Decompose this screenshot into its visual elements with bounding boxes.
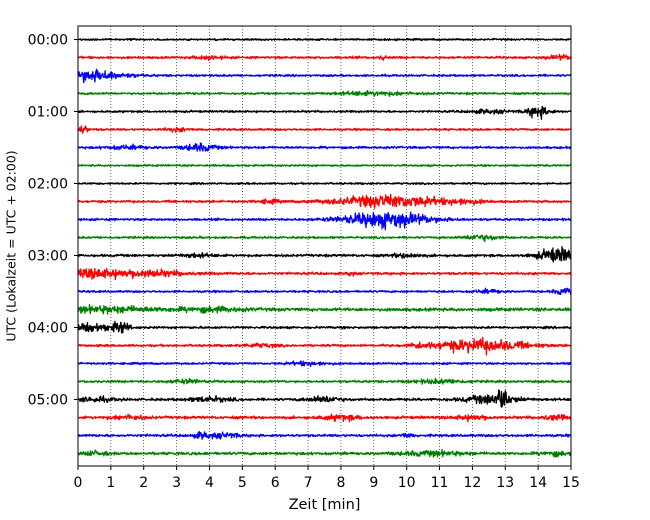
x-tick-label: 13 bbox=[496, 475, 514, 491]
trace-0100 bbox=[77, 105, 572, 121]
x-tick-label: 15 bbox=[562, 475, 580, 491]
trace-0000 bbox=[77, 37, 572, 42]
x-tick-label: 1 bbox=[106, 475, 115, 491]
trace-0215 bbox=[77, 193, 572, 209]
trace-0415 bbox=[77, 336, 572, 356]
y-tick-label: 05:00 bbox=[28, 393, 68, 409]
y-tick-label: 03:00 bbox=[28, 249, 68, 265]
trace-group bbox=[77, 37, 572, 458]
trace-0015 bbox=[77, 53, 572, 62]
trace-0300 bbox=[77, 246, 572, 263]
x-tick-label: 2 bbox=[139, 475, 148, 491]
trace-0245 bbox=[77, 234, 572, 243]
y-axis-label: UTC (Lokalzeit = UTC + 02:00) bbox=[4, 150, 19, 341]
trace-0145 bbox=[77, 163, 572, 168]
trace-0515 bbox=[77, 413, 572, 423]
x-tick-label: 12 bbox=[463, 475, 481, 491]
y-tick-label: 02:00 bbox=[28, 177, 68, 193]
trace-0345 bbox=[77, 303, 572, 315]
x-axis: 0 1 2 3 4 5 6 7 8 9 10 11 12 13 14 15 bbox=[74, 466, 580, 491]
grid-lines bbox=[110, 26, 539, 466]
x-axis-label: Zeit [min] bbox=[289, 497, 361, 513]
trace-0330 bbox=[77, 287, 572, 296]
trace-0430 bbox=[77, 360, 572, 368]
x-tick-label: 11 bbox=[431, 475, 449, 491]
x-tick-label: 9 bbox=[369, 475, 378, 491]
trace-0315 bbox=[77, 267, 572, 281]
y-axis: 00:00 01:00 02:00 03:00 04:00 05:00 bbox=[28, 33, 78, 409]
trace-0200 bbox=[77, 181, 572, 186]
trace-0400 bbox=[77, 320, 572, 334]
trace-0530 bbox=[77, 430, 572, 441]
trace-0500 bbox=[77, 389, 572, 408]
x-tick-label: 4 bbox=[205, 475, 214, 491]
x-tick-label: 3 bbox=[172, 475, 181, 491]
x-tick-label: 8 bbox=[336, 475, 345, 491]
trace-0030 bbox=[77, 68, 572, 84]
y-tick-label: 01:00 bbox=[28, 105, 68, 121]
trace-0130 bbox=[77, 142, 572, 152]
x-tick-label: 5 bbox=[238, 475, 247, 491]
x-tick-label: 14 bbox=[529, 475, 547, 491]
trace-0545 bbox=[77, 448, 572, 458]
x-tick-label: 7 bbox=[304, 475, 313, 491]
x-tick-label: 0 bbox=[74, 475, 83, 491]
x-tick-label: 10 bbox=[398, 475, 416, 491]
trace-0045 bbox=[77, 90, 572, 98]
plot-frame bbox=[77, 25, 572, 467]
y-tick-label: 00:00 bbox=[28, 33, 68, 49]
y-tick-label: 04:00 bbox=[28, 321, 68, 337]
x-tick-label: 6 bbox=[271, 475, 280, 491]
trace-0230 bbox=[77, 211, 572, 231]
trace-0115 bbox=[77, 125, 572, 134]
trace-0445 bbox=[77, 377, 572, 385]
